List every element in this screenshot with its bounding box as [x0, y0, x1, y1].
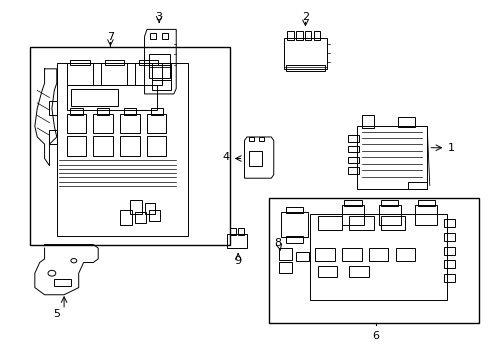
Bar	[444, 220, 454, 227]
Bar	[152, 65, 171, 80]
Bar	[305, 31, 311, 40]
Bar	[139, 60, 158, 65]
Bar	[135, 212, 145, 223]
Bar	[444, 233, 454, 241]
Bar	[317, 266, 336, 277]
Bar	[30, 47, 229, 244]
Bar	[120, 114, 140, 134]
Bar	[341, 248, 361, 261]
Bar	[356, 126, 427, 189]
Bar	[124, 108, 136, 115]
Text: 1: 1	[447, 143, 454, 153]
Bar	[414, 205, 436, 225]
Bar	[238, 228, 244, 235]
Text: 9: 9	[234, 256, 241, 266]
Bar	[93, 136, 113, 156]
Bar	[71, 89, 118, 107]
Text: 3: 3	[155, 12, 163, 22]
Bar	[368, 248, 387, 261]
Bar	[249, 151, 261, 166]
Bar	[259, 137, 264, 141]
Bar	[444, 274, 454, 282]
Bar	[97, 108, 109, 115]
Bar	[66, 85, 157, 110]
Bar	[310, 214, 446, 300]
Bar	[57, 63, 188, 235]
Bar	[54, 279, 71, 286]
Bar	[101, 63, 127, 85]
Bar	[397, 117, 414, 127]
Text: 8: 8	[274, 238, 281, 248]
Bar	[268, 198, 478, 323]
Bar	[285, 235, 303, 243]
Bar	[147, 136, 166, 156]
Bar	[344, 200, 361, 206]
Bar	[361, 116, 373, 128]
Bar	[149, 211, 160, 221]
Bar	[49, 130, 57, 144]
Bar	[229, 228, 235, 235]
Bar	[317, 216, 341, 230]
Text: 7: 7	[106, 32, 114, 41]
Bar	[70, 108, 82, 115]
Bar	[378, 205, 400, 225]
Bar	[149, 54, 169, 78]
Bar	[278, 248, 292, 260]
Bar	[315, 248, 334, 261]
Text: 6: 6	[372, 331, 379, 341]
Bar	[150, 33, 156, 40]
Bar	[348, 216, 373, 230]
Bar	[313, 31, 320, 40]
Bar	[417, 200, 434, 206]
Bar	[347, 157, 358, 163]
Bar	[227, 234, 246, 248]
Bar	[296, 31, 302, 40]
Bar	[348, 266, 368, 277]
Bar	[281, 212, 307, 237]
Bar	[120, 211, 132, 225]
Text: 5: 5	[53, 310, 60, 319]
Bar	[347, 146, 358, 152]
Text: 2: 2	[301, 12, 308, 22]
Bar	[249, 137, 254, 141]
Text: 4: 4	[223, 152, 229, 162]
Bar	[380, 200, 397, 206]
Bar	[66, 114, 86, 134]
Bar	[151, 108, 163, 115]
Bar	[395, 248, 414, 261]
Bar	[152, 63, 171, 90]
Bar	[144, 203, 155, 214]
Bar	[278, 262, 292, 273]
Bar	[444, 247, 454, 255]
Bar	[162, 33, 167, 40]
Bar	[380, 216, 405, 230]
Bar	[285, 207, 303, 213]
Bar	[283, 39, 327, 69]
Bar	[130, 200, 142, 214]
Bar	[66, 63, 93, 85]
Bar	[70, 60, 90, 65]
Bar	[147, 114, 166, 134]
Bar	[135, 63, 161, 85]
Bar	[104, 60, 124, 65]
Bar	[444, 260, 454, 268]
Bar	[285, 65, 325, 71]
Bar	[120, 136, 140, 156]
Bar	[341, 205, 363, 225]
Bar	[407, 182, 427, 189]
Bar	[66, 136, 86, 156]
Bar	[93, 114, 113, 134]
Bar	[287, 31, 293, 40]
Bar	[295, 252, 309, 261]
Bar	[347, 167, 358, 174]
Bar	[347, 135, 358, 141]
